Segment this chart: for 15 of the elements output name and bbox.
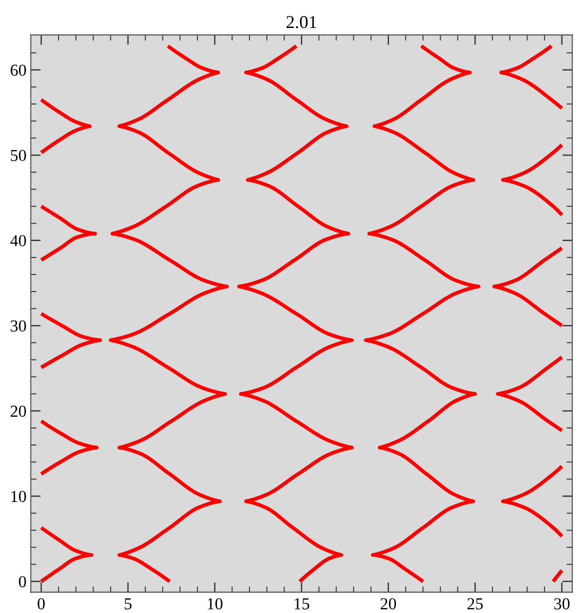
x-tick-label: 15 <box>294 598 310 610</box>
y-tick-label: 10 <box>11 490 26 502</box>
x-tick-label: 10 <box>208 598 222 610</box>
x-tick-label: 5 <box>124 598 132 610</box>
y-tick-label: 20 <box>10 406 26 417</box>
y-tick-label: 60 <box>10 64 26 76</box>
y-tick-label: 0 <box>18 576 26 588</box>
y-tick-label: 30 <box>10 320 26 332</box>
y-tick-label: 40 <box>10 235 26 246</box>
x-tick-label: 0 <box>38 598 45 610</box>
chart-title: 2.01 <box>286 16 316 28</box>
x-tick-label: 30 <box>554 598 570 610</box>
x-tick-label: 25 <box>467 598 483 610</box>
y-tick-label: 50 <box>10 150 26 162</box>
x-tick-label: 20 <box>380 598 396 610</box>
